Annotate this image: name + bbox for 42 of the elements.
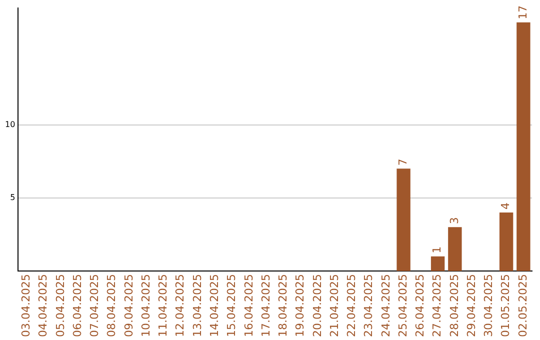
data-label: 1 [430,246,444,254]
x-tick-label: 23.04.2025 [362,274,376,338]
x-tick-label: 28.04.2025 [448,274,461,338]
x-tick-label: 26.04.2025 [414,274,427,338]
x-tick-label: 27.04.2025 [430,274,444,338]
x-tick-label: 30.04.2025 [482,274,496,338]
x-tick-label: 05.04.2025 [54,274,67,338]
x-tick-label: 10.04.2025 [139,274,152,338]
x-tick-label: 09.04.2025 [122,274,136,338]
y-tick-label: 5 [10,192,16,202]
x-tick-label: 17.04.2025 [259,274,272,338]
x-tick-label: 03.04.2025 [20,274,33,338]
x-tick-label: 14.04.2025 [208,274,222,338]
x-tick-label: 21.04.2025 [328,274,341,338]
x-tick-label: 13.04.2025 [190,274,204,338]
bar [430,256,445,272]
bar [396,168,410,272]
x-tick-label: 08.04.2025 [105,274,118,338]
bar [499,212,514,272]
data-label: 17 [516,5,530,20]
x-tick-label: 29.04.2025 [464,274,478,338]
x-tick-label: 20.04.2025 [310,274,324,338]
data-label: 3 [448,217,461,224]
x-tick-label: 01.05.2025 [499,274,512,338]
data-label: 7 [396,158,410,166]
x-tick-label: 22.04.2025 [345,274,358,338]
x-tick-label: 15.04.2025 [225,274,238,338]
x-tick-label: 02.05.2025 [516,274,530,338]
x-tick-label: 19.04.2025 [294,274,307,338]
x-tick-label: 07.04.2025 [88,274,102,338]
bar [516,22,530,272]
x-tick-label: 25.04.2025 [396,274,410,338]
x-tick-label: 24.04.2025 [379,274,392,338]
x-tick-label: 12.04.2025 [174,274,187,338]
x-tick-label: 18.04.2025 [276,274,290,338]
x-tick-label: 04.04.2025 [36,274,50,338]
x-tick-label: 11.04.2025 [156,274,170,338]
bar [448,227,462,272]
x-tick-label: 06.04.2025 [70,274,84,338]
y-tick-label: 10 [4,120,16,129]
x-tick-label: 16.04.2025 [242,274,256,338]
data-label: 4 [499,202,512,210]
